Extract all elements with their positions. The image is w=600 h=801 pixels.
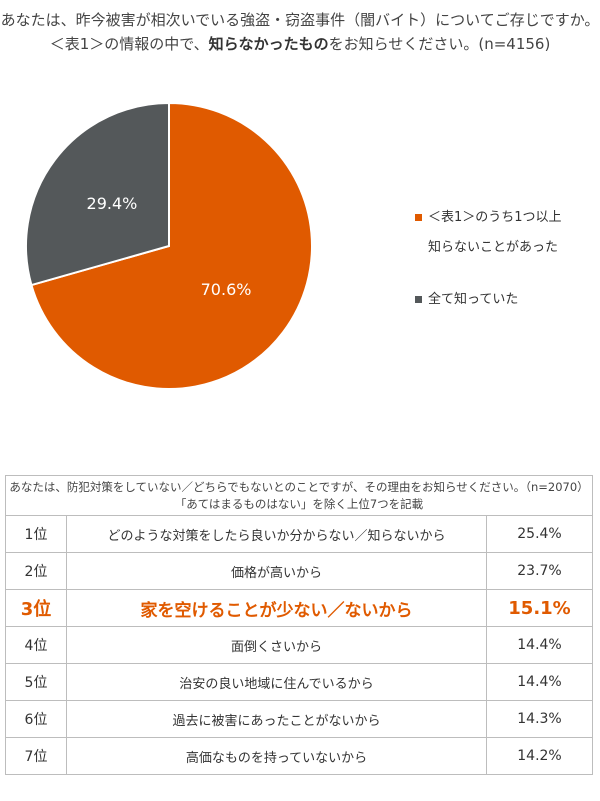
rank-cell: 2位 (6, 552, 67, 590)
reason-cell: 家を空けることが少ない／ないから (66, 589, 487, 627)
title-line-2-pre: ＜表1＞の情報の中で、 (49, 35, 209, 53)
rank-cell: 1位 (6, 516, 67, 553)
pie-chart: 70.6% 29.4% (25, 101, 313, 390)
pie-label-0: 70.6% (201, 280, 252, 299)
legend-label-unknown-line2: 知らないことがあった (428, 240, 559, 255)
pct-cell: 14.4% (486, 663, 592, 701)
legend-swatch-known (415, 296, 422, 303)
rank-cell: 4位 (6, 626, 67, 664)
table-row: 6位 過去に被害にあったことがないから 14.3% (6, 700, 592, 738)
title-line-2-bold: 知らなかったもの (208, 35, 329, 53)
legend-label-known: 全て知っていた (428, 292, 519, 307)
ranking-table: 1位 どのような対策をしたら良いか分からない／知らないから 25.4% 2位 価格が高い… (6, 516, 592, 774)
pct-cell: 23.7% (486, 552, 592, 590)
rank-cell: 3位 (6, 589, 67, 627)
reason-cell: 過去に被害にあったことがないから (66, 700, 487, 738)
pie-slice-0 (30, 101, 313, 390)
rank-cell: 5位 (6, 663, 67, 701)
table-row: 5位 治安の良い地域に住んでいるから 14.4% (6, 663, 592, 701)
pct-cell: 25.4% (486, 516, 592, 553)
pie-legend: ＜表1＞のうち1つ以上 知らないことがあった 全て知っていた (415, 203, 562, 315)
legend-swatch-unknown (415, 214, 422, 221)
title-line-2: ＜表1＞の情報の中で、知らなかったものをお知らせください。(n=4156) (0, 32, 600, 56)
table-row: 3位 家を空けることが少ない／ないから 15.1% (6, 589, 592, 627)
pie-label-1: 29.4% (87, 194, 138, 213)
table-row: 2位 価格が高いから 23.7% (6, 552, 592, 590)
chart-title: あなたは、昨今被害が相次いでいる強盗・窃盗事件（闇バイト）についてご存じですか。… (0, 8, 600, 56)
pct-cell: 14.2% (486, 737, 592, 774)
legend-label-unknown-line1: ＜表1＞のうち1つ以上 (428, 210, 562, 225)
table-row: 1位 どのような対策をしたら良いか分からない／知らないから 25.4% (6, 516, 592, 553)
table-row: 4位 面倒くさいから 14.4% (6, 626, 592, 664)
rank-cell: 6位 (6, 700, 67, 738)
table-row: 7位 高価なものを持っていないから 14.2% (6, 737, 592, 774)
title-line-2-post: をお知らせください。(n=4156) (328, 35, 551, 53)
legend-item-unknown: ＜表1＞のうち1つ以上 知らないことがあった (415, 203, 562, 263)
reason-cell: 治安の良い地域に住んでいるから (66, 663, 487, 701)
pie-slice-1 (25, 101, 170, 287)
legend-item-known: 全て知っていた (415, 285, 562, 315)
survey-table: あなたは、防犯対策をしていない／どちらでもないとのことですが、その理由をお知らせ… (5, 475, 593, 775)
title-line-1: あなたは、昨今被害が相次いでいる強盗・窃盗事件（闇バイト）についてご存じですか。 (0, 11, 600, 29)
reason-cell: 価格が高いから (66, 552, 487, 590)
reason-cell: 高価なものを持っていないから (66, 737, 487, 774)
reason-cell: どのような対策をしたら良いか分からない／知らないから (66, 516, 487, 553)
reason-cell: 面倒くさいから (66, 626, 487, 664)
pct-cell: 14.3% (486, 700, 592, 738)
pct-cell: 15.1% (486, 589, 592, 627)
survey-note: 「あてはまるものはない」を除く上位7つを記載 (174, 497, 424, 511)
rank-cell: 7位 (6, 737, 67, 774)
survey-question: あなたは、防犯対策をしていない／どちらでもないとのことですが、その理由をお知らせ… (6, 476, 592, 516)
pct-cell: 14.4% (486, 626, 592, 664)
survey-question-text: あなたは、防犯対策をしていない／どちらでもないとのことですが、その理由をお知らせ… (9, 480, 589, 494)
